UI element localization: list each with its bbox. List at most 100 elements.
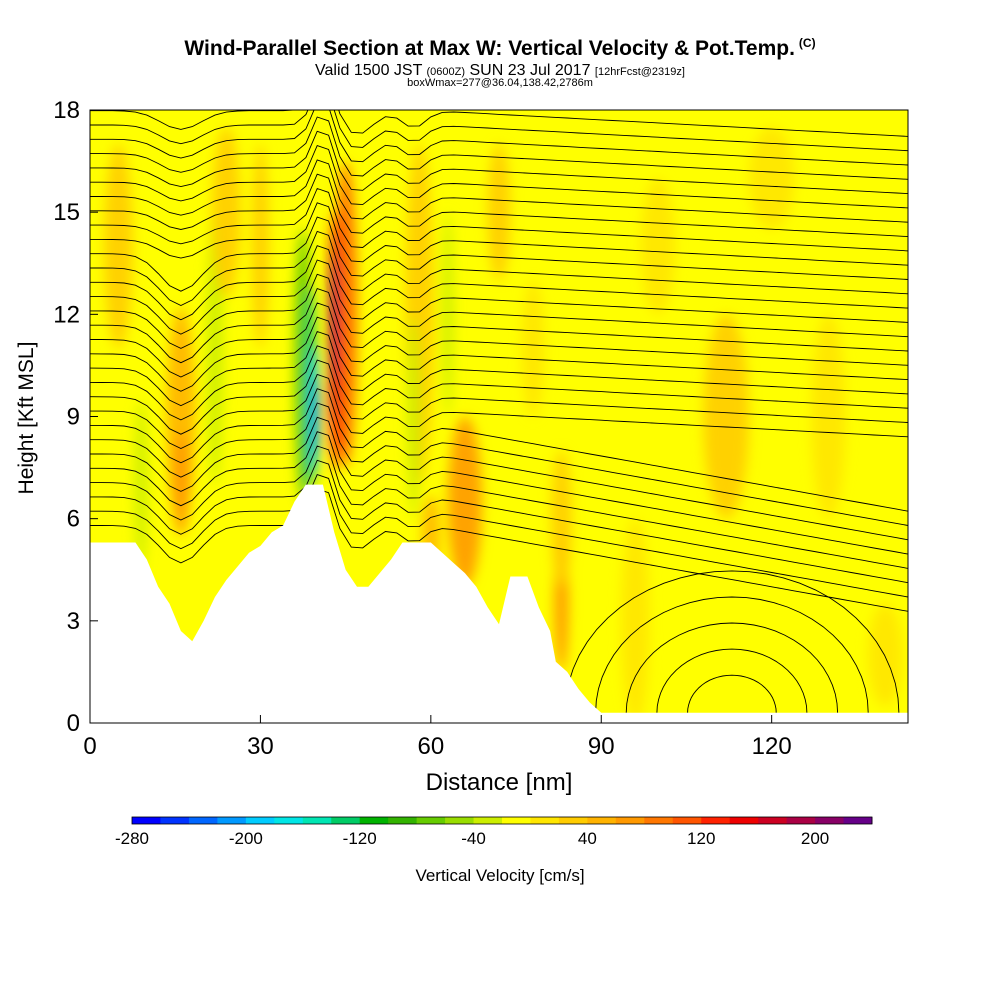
- isentrope: [90, 488, 908, 612]
- colorbar-swatch: [587, 817, 617, 824]
- colorbar-tick-label: -120: [343, 829, 377, 848]
- isentrope: [90, 459, 908, 584]
- y-tick-label: 9: [67, 404, 80, 431]
- isentrope: [90, 431, 908, 555]
- colorbar-swatch: [188, 817, 218, 824]
- forecast-info: [12hrFcst@2319z]: [594, 66, 685, 78]
- colorbar-swatch: [701, 817, 731, 824]
- colorbar-swatch: [217, 817, 247, 824]
- isentrope: [90, 116, 908, 180]
- y-tick-label: 6: [67, 506, 80, 533]
- isentrope: [90, 202, 908, 266]
- colorbar-tick-label: 120: [687, 829, 715, 848]
- isentrope: [90, 373, 908, 449]
- x-tick-label: 0: [83, 733, 96, 760]
- isentrope: [90, 216, 908, 292]
- isentrope: [90, 345, 908, 421]
- isentrope: [90, 288, 908, 364]
- y-axis: 0 3 6 9 12 15 18: [53, 97, 98, 737]
- y-tick-label: 15: [53, 199, 80, 226]
- colorbar-swatch: [245, 817, 275, 824]
- colorbar-swatch: [160, 817, 190, 824]
- convective-cell: [329, 259, 335, 383]
- isentrope: [90, 273, 908, 349]
- plot-area: [90, 110, 908, 723]
- y-tick-label: 12: [53, 301, 80, 328]
- velocity-cell: [551, 450, 572, 587]
- colorbar-swatch: [786, 817, 816, 824]
- velocity-cell: [748, 127, 795, 230]
- isentrope: [90, 416, 908, 541]
- y-tick-label: 3: [67, 608, 80, 635]
- colorbar-swatch: [359, 817, 389, 824]
- chart-title-text: Wind-Parallel Section at Max W: Vertical…: [184, 37, 795, 60]
- y-axis-label: Height [Kft MSL]: [15, 342, 38, 495]
- colorbar-swatch: [815, 817, 845, 824]
- isentrope: [90, 316, 908, 392]
- colorbar-tick-label: -200: [229, 829, 263, 848]
- colorbar-swatch: [445, 817, 475, 824]
- colorbar-swatch: [132, 817, 161, 824]
- colorbar-swatch: [615, 817, 645, 824]
- x-axis-label: Distance [nm]: [426, 769, 573, 796]
- colorbar-tick-label: 200: [801, 829, 829, 848]
- colorbar-swatch: [274, 817, 304, 824]
- colorbar-swatch: [758, 817, 788, 824]
- isentrope: [564, 570, 900, 713]
- isentrope: [90, 359, 908, 435]
- isentrope: [90, 130, 908, 195]
- colorbar-frame: [131, 816, 873, 825]
- isentrope: [90, 302, 908, 378]
- colorbar-swatch: [530, 817, 560, 824]
- x-tick-label: 60: [417, 733, 444, 760]
- isentrope: [90, 159, 908, 223]
- velocity-cell: [406, 314, 421, 519]
- colorbar-swatch: [644, 817, 674, 824]
- isentrope: [90, 474, 908, 598]
- zulu-time: (0600Z): [426, 66, 466, 78]
- x-tick-label: 90: [588, 733, 615, 760]
- velocity-cell: [251, 144, 269, 349]
- colorbar-swatch: [388, 817, 418, 824]
- isentrope: [595, 596, 869, 713]
- colorbar-swatch: [416, 817, 446, 824]
- colorbar-swatch: [729, 817, 759, 824]
- x-tick-label: 120: [752, 733, 792, 760]
- velocity-cell: [104, 144, 133, 349]
- isentrope: [687, 674, 777, 713]
- copyright-mark: (C): [798, 36, 816, 50]
- isentrope: [90, 402, 908, 526]
- chart-subtitle: Valid 1500 JST (0600Z) SUN 23 Jul 2017 […: [0, 62, 1000, 80]
- colorbar-swatch: [672, 817, 702, 824]
- colorbar: -280 -200 -120 -40 40 120 200: [115, 816, 873, 848]
- isentrope: [90, 145, 908, 209]
- box-info: boxWmax=277@36.04,138.42,2786m: [407, 77, 593, 89]
- isentrope: [90, 110, 908, 166]
- isentrope: [90, 110, 908, 152]
- isentrope: [625, 622, 839, 713]
- velocity-cell: [621, 518, 650, 723]
- x-axis: 0 30 60 90 120: [83, 715, 792, 760]
- isentrope: [90, 110, 908, 137]
- valid-date: SUN 23 Jul 2017: [469, 62, 591, 79]
- chart-title: Wind-Parallel Section at Max W: Vertical…: [0, 36, 1000, 61]
- velocity-cell: [134, 399, 148, 570]
- terrain-mask: [90, 484, 908, 723]
- isentrope: [90, 259, 908, 335]
- colorbar-swatch: [473, 817, 503, 824]
- velocity-cell: [442, 212, 454, 417]
- isentrope: [90, 245, 908, 321]
- isentrope: [90, 230, 908, 307]
- velocity-cell: [703, 314, 749, 519]
- y-tick-label: 18: [53, 97, 80, 124]
- convective-cell: [314, 375, 320, 458]
- velocity-cell: [172, 433, 190, 536]
- colorbar-swatch: [558, 817, 588, 824]
- velocity-cell: [487, 144, 511, 281]
- colorbar-tick-label: 40: [578, 829, 597, 848]
- isentrope: [90, 330, 908, 407]
- x-tick-label: 30: [247, 733, 274, 760]
- velocity-cell: [868, 603, 903, 706]
- colorbar-swatch: [843, 817, 873, 824]
